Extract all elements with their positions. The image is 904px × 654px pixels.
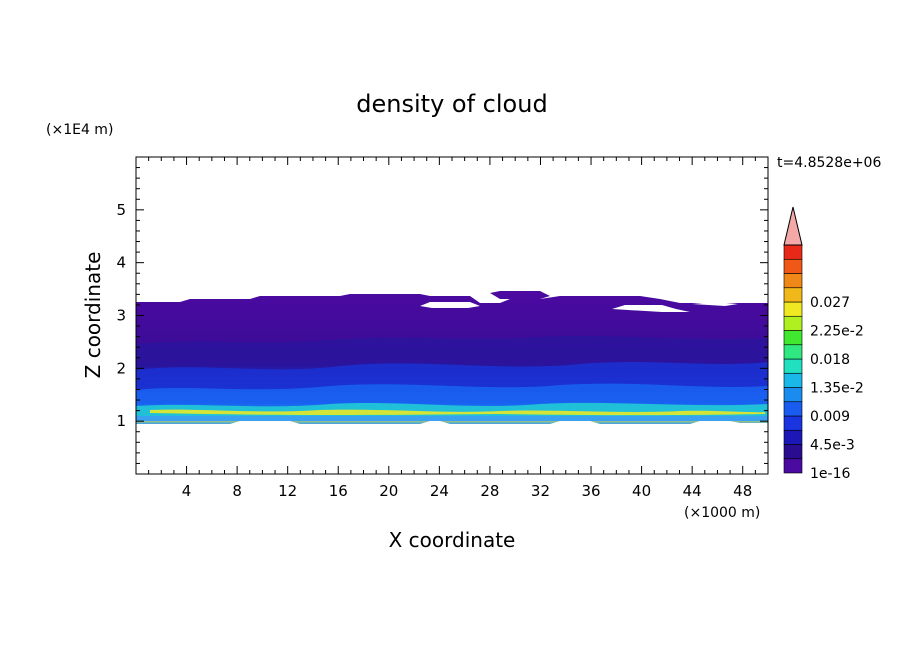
colorbar-swatch [783,287,803,303]
colorbar-swatch [783,372,803,388]
y-tick-label: 2 [116,359,126,377]
x-tick-label: 16 [329,482,348,500]
band-dense [150,409,765,416]
colorbar-swatch [783,344,803,360]
colorbar-swatch [783,244,803,260]
x-tick-label: 12 [278,482,297,500]
band-lightblue [136,383,768,404]
band-base [136,416,768,421]
x-tick-label: 28 [480,482,499,500]
x-tick-label: 48 [733,482,752,500]
colorbar-label: 0.027 [810,295,850,311]
colorbar-swatch [783,429,803,445]
colorbar-swatch [783,330,803,346]
colorbar-swatch [783,358,803,374]
cloud-gap [420,302,480,308]
colorbar-swatch [783,387,803,403]
colorbar-label: 0.009 [810,409,850,425]
y-axis-title: Z coordinate [81,252,105,379]
colorbar-swatch [783,273,803,289]
y-tick-label: 4 [116,254,126,272]
chart-title: density of cloud [356,90,547,118]
colorbar: 1e-16 4.5e-3 0.009 1.35e-2 0.018 2.25e-2 0.027 [783,206,864,482]
cloud-gap [692,302,738,306]
x-tick-label: 40 [632,482,651,500]
colorbar-swatch [783,258,803,274]
x-axis: 4 8 12 16 20 24 28 32 36 40 44 48 [148,157,756,500]
cloud-gap [612,305,690,312]
colorbar-swatch [783,301,803,317]
colorbar-extend-arrow [783,206,803,246]
x-tick-label: 44 [683,482,702,500]
x-tick-label: 32 [531,482,550,500]
x-tick-label: 8 [232,482,242,500]
colorbar-label: 0.018 [810,352,850,368]
x-tick-label: 4 [182,482,192,500]
cloud-patch [490,291,550,299]
y-tick-label: 3 [116,307,126,325]
y-unit-label: (×1E4 m) [46,122,113,138]
x-axis-title: X coordinate [389,528,516,552]
x-tick-label: 36 [581,482,600,500]
colorbar-swatch [783,415,803,431]
y-axis: 1 2 3 4 5 [116,167,768,464]
time-label: t=4.8528e+06 [777,155,881,171]
y-tick-label: 1 [116,412,126,430]
x-tick-label: 20 [379,482,398,500]
colorbar-swatch [783,315,803,331]
colorbar-label: 1e-16 [810,466,850,482]
x-unit-label: (×1000 m) [684,505,760,521]
band-mid [136,335,768,360]
plot-area [136,291,768,424]
colorbar-swatch [783,458,803,474]
x-tick-label: 24 [430,482,449,500]
colorbar-label: 1.35e-2 [810,381,864,397]
colorbar-label: 2.25e-2 [810,324,864,340]
colorbar-swatch [783,444,803,460]
colorbar-swatch [783,401,803,417]
y-tick-label: 5 [116,201,126,219]
colorbar-label: 4.5e-3 [810,438,855,454]
